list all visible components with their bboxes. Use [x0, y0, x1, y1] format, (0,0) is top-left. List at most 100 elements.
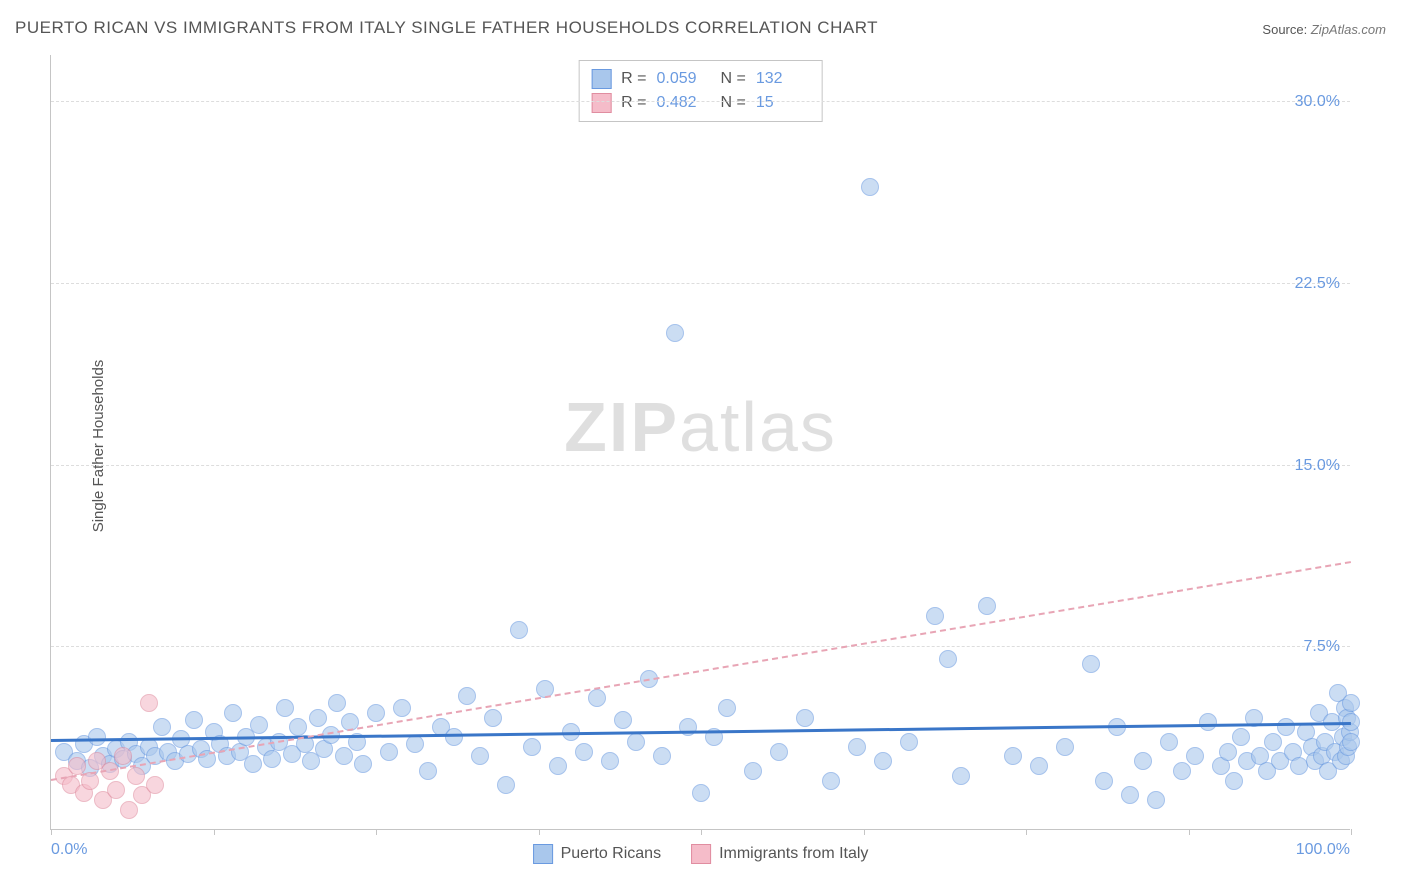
x-tick [1351, 829, 1352, 835]
source-attribution: Source: ZipAtlas.com [1262, 22, 1386, 37]
data-point [309, 709, 327, 727]
series-legend: Puerto Ricans Immigrants from Italy [533, 844, 869, 864]
data-point [549, 757, 567, 775]
data-point [419, 762, 437, 780]
chart-container: PUERTO RICAN VS IMMIGRANTS FROM ITALY SI… [0, 0, 1406, 892]
r-value-2: 0.482 [657, 91, 711, 115]
data-point [1186, 747, 1204, 765]
data-point [575, 743, 593, 761]
data-point [1160, 733, 1178, 751]
data-point [1232, 728, 1250, 746]
source-value: ZipAtlas.com [1311, 22, 1386, 37]
data-point [822, 772, 840, 790]
data-point [588, 689, 606, 707]
data-point [952, 767, 970, 785]
data-point [140, 694, 158, 712]
data-point [335, 747, 353, 765]
data-point [1004, 747, 1022, 765]
x-axis-min-label: 0.0% [51, 841, 87, 859]
y-tick-label: 30.0% [1295, 93, 1340, 111]
swatch-series-1 [591, 69, 611, 89]
data-point [692, 784, 710, 802]
source-label: Source: [1262, 22, 1307, 37]
trendline [51, 561, 1351, 781]
data-point [796, 709, 814, 727]
gridline [51, 101, 1350, 102]
data-point [770, 743, 788, 761]
r-label: R = [621, 91, 646, 115]
gridline [51, 465, 1350, 466]
y-tick-label: 7.5% [1304, 638, 1340, 656]
data-point [185, 711, 203, 729]
data-point [224, 704, 242, 722]
x-tick [701, 829, 702, 835]
data-point [127, 767, 145, 785]
data-point [276, 699, 294, 717]
scatter-chart: ZIPatlas R = 0.059 N = 132 R = 0.482 N =… [50, 55, 1350, 830]
data-point [1121, 786, 1139, 804]
x-tick [539, 829, 540, 835]
data-point [380, 743, 398, 761]
data-point [1082, 655, 1100, 673]
x-tick [1189, 829, 1190, 835]
swatch-series-1-bottom [533, 844, 553, 864]
data-point [263, 750, 281, 768]
data-point [120, 801, 138, 819]
data-point [1277, 718, 1295, 736]
x-tick [376, 829, 377, 835]
data-point [861, 178, 879, 196]
data-point [354, 755, 372, 773]
x-tick [864, 829, 865, 835]
x-axis-max-label: 100.0% [1296, 841, 1350, 859]
data-point [153, 718, 171, 736]
n-value-1: 132 [756, 67, 810, 91]
data-point [406, 735, 424, 753]
data-point [900, 733, 918, 751]
data-point [653, 747, 671, 765]
data-point [1342, 733, 1360, 751]
gridline [51, 283, 1350, 284]
legend-row-series-2: R = 0.482 N = 15 [591, 91, 810, 115]
data-point [874, 752, 892, 770]
data-point [250, 716, 268, 734]
data-point [1342, 694, 1360, 712]
legend-item-2: Immigrants from Italy [691, 844, 868, 864]
data-point [1056, 738, 1074, 756]
y-tick-label: 15.0% [1295, 457, 1340, 475]
legend-item-1: Puerto Ricans [533, 844, 662, 864]
data-point [367, 704, 385, 722]
n-label: N = [721, 67, 746, 91]
y-tick-label: 22.5% [1295, 275, 1340, 293]
data-point [848, 738, 866, 756]
data-point [107, 781, 125, 799]
gridline [51, 646, 1350, 647]
x-tick [51, 829, 52, 835]
data-point [328, 694, 346, 712]
data-point [744, 762, 762, 780]
data-point [1173, 762, 1191, 780]
data-point [88, 728, 106, 746]
data-point [68, 757, 86, 775]
n-value-2: 15 [756, 91, 810, 115]
correlation-legend: R = 0.059 N = 132 R = 0.482 N = 15 [578, 60, 823, 122]
data-point [978, 597, 996, 615]
data-point [114, 747, 132, 765]
swatch-series-2-bottom [691, 844, 711, 864]
data-point [1219, 743, 1237, 761]
data-point [445, 728, 463, 746]
data-point [497, 776, 515, 794]
x-tick [1026, 829, 1027, 835]
data-point [926, 607, 944, 625]
legend-row-series-1: R = 0.059 N = 132 [591, 67, 810, 91]
watermark-bold: ZIP [564, 388, 679, 466]
data-point [1030, 757, 1048, 775]
data-point [627, 733, 645, 751]
data-point [1147, 791, 1165, 809]
data-point [939, 650, 957, 668]
data-point [1199, 713, 1217, 731]
x-tick [214, 829, 215, 835]
data-point [601, 752, 619, 770]
data-point [471, 747, 489, 765]
data-point [393, 699, 411, 717]
chart-title: PUERTO RICAN VS IMMIGRANTS FROM ITALY SI… [15, 18, 878, 38]
